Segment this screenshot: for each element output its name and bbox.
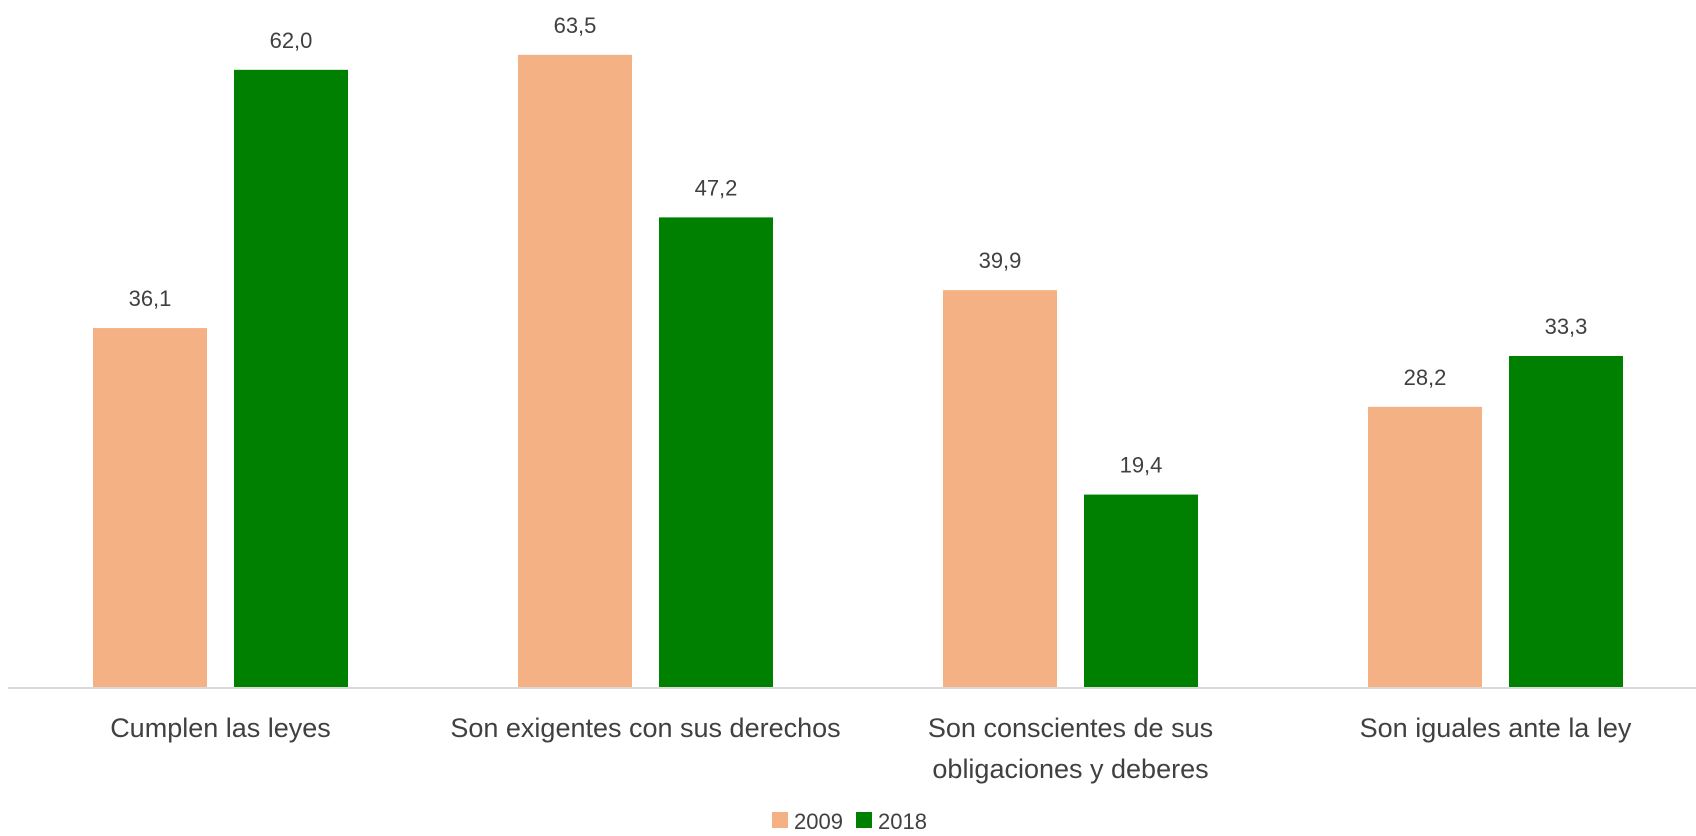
data-label-2018-2: 19,4 bbox=[1120, 453, 1163, 478]
category-labels-group: Cumplen las leyes Son exigentes con sus d… bbox=[110, 713, 1632, 784]
value-labels-group: 36,1 62,0 63,5 47,2 39,9 19,4 28,2 33,3 bbox=[129, 13, 1588, 478]
data-label-2009-0: 36,1 bbox=[129, 286, 172, 311]
bars-group bbox=[93, 54, 1623, 688]
bar-2009-0 bbox=[93, 328, 207, 688]
bar-2018-3 bbox=[1509, 355, 1623, 688]
category-label-1: Son exigentes con sus derechos bbox=[450, 713, 840, 743]
data-label-2009-2: 39,9 bbox=[979, 248, 1022, 273]
data-label-2018-0: 62,0 bbox=[270, 28, 313, 53]
data-label-2018-1: 47,2 bbox=[695, 175, 738, 200]
bar-2018-2 bbox=[1084, 494, 1198, 688]
category-label-3: Son iguales ante la ley bbox=[1360, 713, 1632, 743]
category-label-0: Cumplen las leyes bbox=[110, 713, 331, 743]
bar-2009-3 bbox=[1368, 406, 1482, 688]
legend-label-2009: 2009 bbox=[794, 809, 843, 834]
category-label-2: obligaciones y deberes bbox=[932, 754, 1208, 784]
data-label-2009-3: 28,2 bbox=[1404, 365, 1447, 390]
data-label-2009-1: 63,5 bbox=[554, 13, 597, 38]
legend-swatch-2009 bbox=[772, 812, 788, 828]
bar-2018-1 bbox=[659, 217, 773, 688]
legend: 2009 2018 bbox=[772, 809, 927, 834]
bar-2009-1 bbox=[518, 54, 632, 688]
category-label-2: Son conscientes de sus bbox=[928, 713, 1213, 743]
legend-swatch-2018 bbox=[856, 812, 872, 828]
data-label-2018-3: 33,3 bbox=[1545, 314, 1588, 339]
bar-2018-0 bbox=[234, 69, 348, 688]
legend-label-2018: 2018 bbox=[878, 809, 927, 834]
bar-2009-2 bbox=[943, 290, 1057, 688]
